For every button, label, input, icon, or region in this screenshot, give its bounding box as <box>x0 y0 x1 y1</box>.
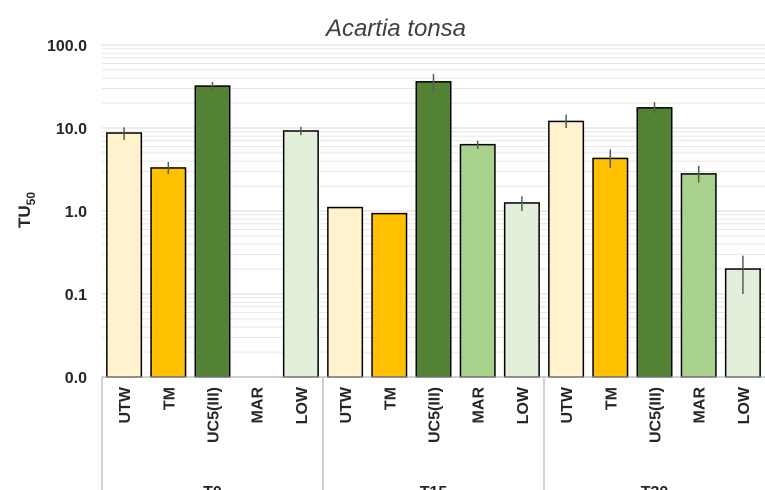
bar-t15-uc5iii <box>415 81 452 378</box>
bar-t0-uc5iii <box>194 85 231 378</box>
x-category-label: UTW <box>559 386 576 423</box>
bar-t15-low <box>503 202 540 378</box>
bar-t0-tm <box>150 167 187 378</box>
bar-t15-tm <box>371 212 408 378</box>
chart-title: Acartia tonsa <box>324 15 466 42</box>
y-axis-label-subscript: 50 <box>24 192 38 206</box>
x-category-label: UC5(III) <box>648 387 665 443</box>
x-category-label: MAR <box>471 387 488 424</box>
y-tick-label: 1.0 <box>65 204 87 221</box>
y-axis-label: TU50 <box>15 192 38 228</box>
y-axis-label-main: TU <box>15 205 34 228</box>
bar-t30-mar <box>680 173 717 378</box>
bars <box>106 81 761 378</box>
bar-t0-low <box>282 130 319 378</box>
y-tick-label: 10.0 <box>56 121 87 138</box>
bar-t30-utw <box>548 120 585 378</box>
bar-t30-tm <box>592 157 629 378</box>
x-category-label: LOW <box>294 386 311 424</box>
bar-t30-uc5iii <box>636 107 673 378</box>
y-tick-label: 0.0 <box>65 370 87 387</box>
y-tick-label: 100.0 <box>47 38 87 55</box>
x-category-label: UC5(III) <box>427 387 444 443</box>
x-category-label: UC5(III) <box>206 387 223 443</box>
x-category-label: UTW <box>117 386 134 423</box>
axes <box>101 376 765 490</box>
x-category-label: TM <box>603 387 620 410</box>
y-tick-labels: 0.0 0.1 1.0 10.0 100.0 <box>47 38 87 387</box>
x-category-label: MAR <box>692 387 709 424</box>
bar-t15-utw <box>327 206 364 378</box>
x-group-label: T15 <box>420 484 448 490</box>
x-category-labels: UTW TM UC5(III) MAR LOW UTW TM UC5(III) MAR LOW UT… <box>117 386 753 443</box>
y-tick-label: 0.1 <box>65 287 87 304</box>
x-group-labels: T0 T15 T30 <box>203 484 668 490</box>
x-category-label: MAR <box>250 387 267 424</box>
x-category-label: UTW <box>338 386 355 423</box>
bar-t0-utw <box>106 132 143 378</box>
bar-t15-mar <box>459 143 496 378</box>
x-category-label: LOW <box>736 386 753 424</box>
x-category-label: LOW <box>515 386 532 424</box>
x-group-label: T0 <box>203 484 222 490</box>
error-bars <box>123 73 744 294</box>
x-group-label: T30 <box>641 484 669 490</box>
x-category-label: TM <box>161 387 178 410</box>
x-category-label: TM <box>382 387 399 410</box>
